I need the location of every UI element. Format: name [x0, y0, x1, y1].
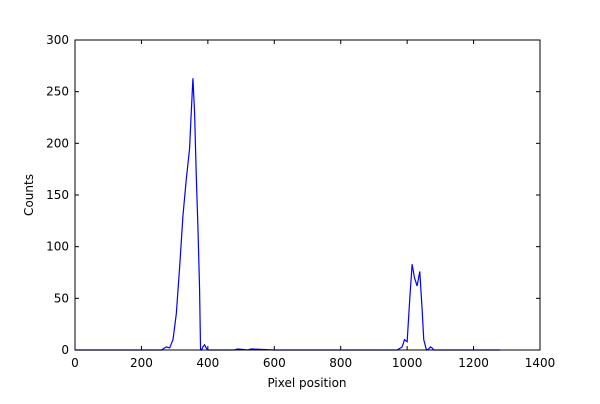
x-tick-label: 1400: [525, 356, 556, 370]
y-tick-label: 50: [54, 291, 69, 305]
x-tick-label: 600: [263, 356, 286, 370]
y-axis-label: Counts: [22, 174, 36, 216]
x-tick-label: 1200: [458, 356, 489, 370]
plot-frame: [74, 39, 541, 351]
y-tick-label: 0: [61, 343, 69, 357]
y-tick-label: 100: [46, 240, 69, 254]
x-axis-label: Pixel position: [267, 376, 346, 390]
y-tick-label: 200: [46, 136, 69, 150]
x-tick-label: 200: [130, 356, 153, 370]
x-tick-label: 800: [329, 356, 352, 370]
x-tick-label: 0: [71, 356, 79, 370]
x-tick-label: 400: [196, 356, 219, 370]
y-tick-label: 150: [46, 188, 69, 202]
y-tick-label: 300: [46, 33, 69, 47]
x-tick-label: 1000: [392, 356, 423, 370]
y-tick-label: 250: [46, 85, 69, 99]
data-line: [75, 78, 501, 351]
